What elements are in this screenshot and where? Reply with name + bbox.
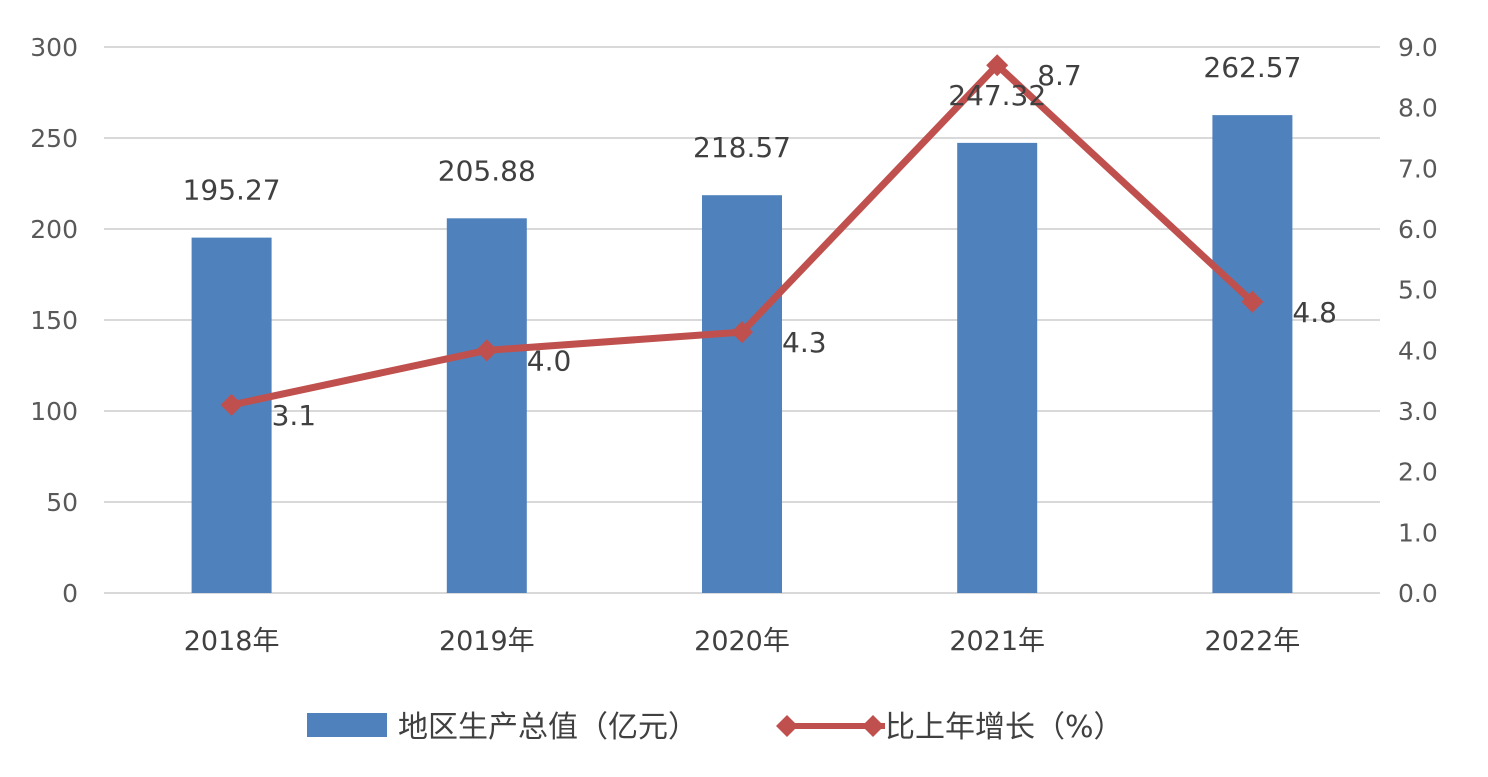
bar [702, 195, 782, 593]
category-label: 2020年 [694, 626, 790, 657]
right-tick-label: 8.0 [1398, 94, 1438, 123]
bar-value-label: 205.88 [438, 154, 536, 187]
right-tick-label: 2.0 [1398, 458, 1438, 487]
line-marker [220, 393, 243, 416]
category-label: 2018年 [184, 626, 280, 657]
line-marker [731, 321, 753, 344]
line-value-label: 4.0 [527, 344, 572, 377]
right-tick-label: 4.0 [1398, 336, 1438, 365]
line-marker [475, 339, 498, 362]
legend-line-label: 比上年增长（%） [885, 710, 1124, 745]
right-tick-label: 1.0 [1398, 518, 1438, 547]
data-labels: 195.27 205.88 218.57 247.32 262.57 3.1 4.0 4.3 8… [183, 51, 1337, 432]
legend-line-marker-right [862, 715, 884, 737]
right-tick-label: 0.0 [1398, 579, 1438, 608]
left-tick-label: 50 [46, 488, 78, 517]
legend-line-marker-left [776, 715, 798, 737]
left-tick-label: 100 [30, 397, 78, 426]
bar-value-label: 218.57 [693, 131, 791, 164]
x-axis-labels: 2018年 2019年 2020年 2021年 2022年 [184, 626, 1301, 657]
bar-value-label: 262.57 [1203, 51, 1301, 84]
bar [1212, 115, 1293, 594]
bar [957, 142, 1038, 593]
category-label: 2022年 [1205, 626, 1301, 657]
right-tick-label: 9.0 [1398, 33, 1438, 62]
legend-bar-swatch [307, 713, 387, 737]
line-value-label: 4.8 [1292, 296, 1337, 329]
bar-value-label: 247.32 [948, 79, 1046, 112]
left-tick-label: 200 [30, 215, 78, 244]
line-series [220, 54, 1264, 416]
right-axis-ticks: 0.0 1.0 2.0 3.0 4.0 5.0 6.0 7.0 8.0 9.0 [1398, 33, 1438, 608]
bar-series [191, 115, 1293, 594]
left-tick-label: 150 [30, 306, 78, 335]
right-tick-label: 5.0 [1398, 276, 1438, 305]
legend: 地区生产总值（亿元） 比上年增长（%） [307, 710, 1124, 745]
line-value-label: 8.7 [1037, 59, 1082, 92]
line-marker [1241, 290, 1264, 313]
right-tick-label: 7.0 [1398, 154, 1438, 183]
bar [446, 218, 527, 593]
left-axis-ticks: 0 50 100 150 200 250 300 [30, 33, 78, 608]
left-tick-label: 0 [62, 579, 78, 608]
category-label: 2019年 [439, 626, 535, 657]
bar-value-label: 195.27 [183, 174, 281, 207]
legend-bar-label: 地区生产总值（亿元） [398, 710, 698, 745]
right-tick-label: 6.0 [1398, 215, 1438, 244]
category-label: 2021年 [949, 626, 1045, 657]
left-tick-label: 300 [30, 33, 78, 62]
line-value-label: 4.3 [782, 326, 827, 359]
left-tick-label: 250 [30, 124, 78, 153]
line-marker [986, 54, 1009, 77]
line-value-label: 3.1 [272, 399, 317, 432]
right-tick-label: 3.0 [1398, 397, 1438, 426]
